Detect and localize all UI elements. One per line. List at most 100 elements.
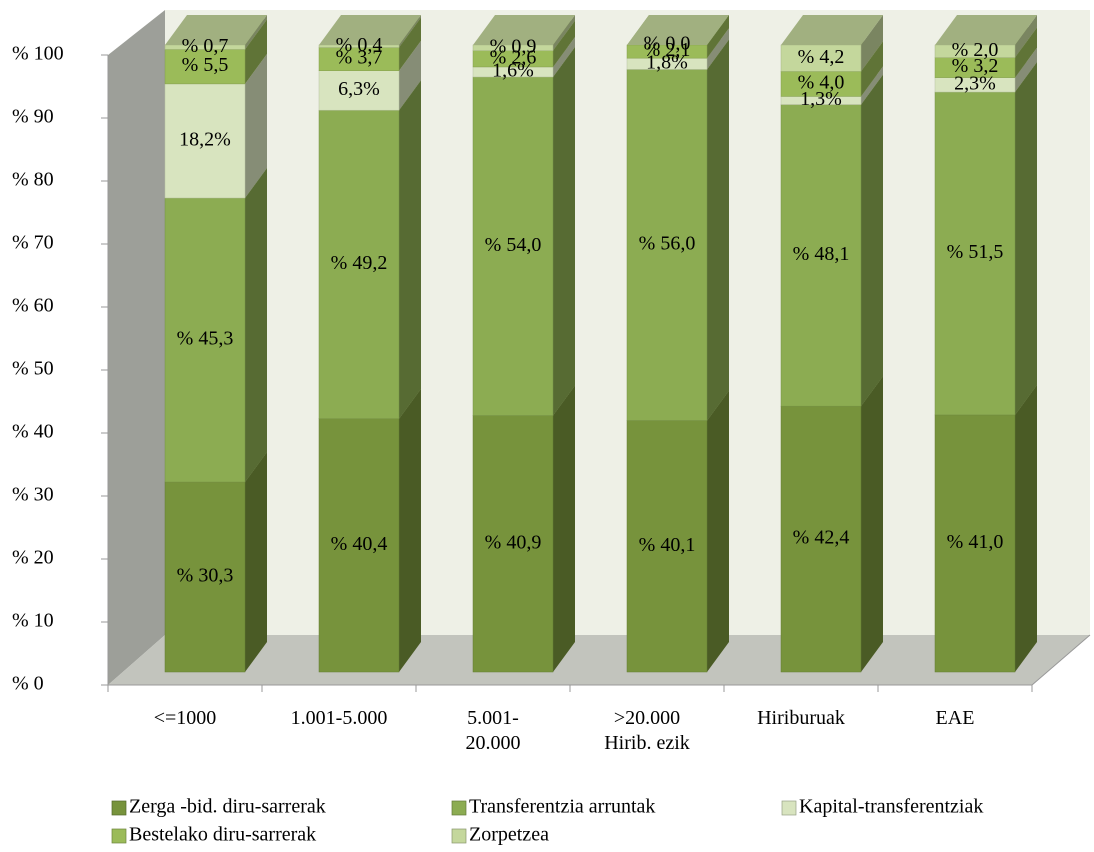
value-label: % 51,5 [947,241,1004,263]
value-label: 18,2% [179,129,231,151]
bar [626,420,708,673]
bar [780,405,862,673]
bar [472,415,554,673]
value-label: % 48,1 [793,243,850,265]
bar [164,83,246,199]
bar-side [399,17,421,71]
y-tick-label: % 100 [12,43,64,65]
legend-marker [451,800,467,816]
bar-side [861,66,883,105]
value-label: 1,6% [492,60,534,82]
bar-side [245,452,267,672]
value-label: % 3,7 [336,47,383,69]
y-tick-label: % 10 [12,610,54,632]
bar-top [165,15,267,45]
value-label: % 40,9 [485,531,542,553]
legend-marker [111,800,127,816]
y-tick-label: % 20 [12,547,54,569]
value-label: % 5,5 [182,54,229,76]
bar-side [553,15,575,51]
bar-top [319,15,421,45]
legend-marker [111,828,127,844]
bar-side [553,385,575,672]
value-label: % 56,0 [639,233,696,255]
bar-side [245,53,267,198]
value-label: % 3,2 [952,55,999,77]
bar [318,109,400,419]
legend-label: Zorpetzea [469,824,549,846]
bar-side [707,39,729,421]
legend-label: Kapital-transferentziak [799,796,983,818]
value-label: % 4,0 [798,71,845,93]
value-label: % 41,0 [947,531,1004,553]
bar-side [245,19,267,84]
bar-side [707,390,729,672]
value-label: % 0,7 [182,35,229,57]
legend-label: Transferentzia arruntak [469,796,655,818]
y-tick-label: % 30 [12,484,54,506]
bar-side [553,46,575,416]
value-label: % 2,1 [644,39,691,61]
legend-marker [451,828,467,844]
bar-top [627,15,729,45]
bar-side [245,15,267,50]
y-tick-label: % 50 [12,358,54,380]
legend-label: Bestelako diru-sarrerak [129,824,316,846]
bar-side [399,40,421,111]
bar-side [861,15,883,72]
y-tick-label: % 0 [12,673,44,695]
value-label: % 54,0 [485,234,542,256]
bar [318,418,400,673]
bar-top [781,15,883,45]
bar-side [861,74,883,407]
value-label: 2,3% [954,72,996,94]
value-label: 1,3% [800,88,842,110]
bar [318,70,400,111]
value-label: % 4,2 [798,46,845,68]
bar-side [399,388,421,672]
value-label: % 42,4 [793,527,850,549]
bar-top [935,15,1037,45]
bar-side [861,41,883,97]
bar-side [1015,15,1037,58]
value-label: % 2,6 [490,46,537,68]
bar-side [1015,47,1037,93]
value-label: 1,8% [646,51,688,73]
value-label: % 40,1 [639,534,696,556]
value-label: % 0,4 [336,34,383,56]
bar [934,91,1016,416]
bar [780,44,862,72]
bar-side [1015,384,1037,672]
legend-label: Zerga -bid. diru-sarrerak [129,796,326,818]
value-label: % 49,2 [331,252,388,274]
y-tick-label: % 80 [12,169,54,191]
bar-side [245,167,267,483]
x-tick-label: EAE [935,707,975,729]
bar-top [473,15,575,45]
bar-side [399,80,421,419]
y-tick-label: % 90 [12,106,54,128]
value-label: % 0,9 [490,35,537,57]
value-label: 6,3% [338,78,380,100]
y-tick-label: % 60 [12,295,54,317]
bar-side [707,28,729,70]
bar-side [1015,27,1037,78]
x-tick-label: >20.000 Hirib. ezik [604,707,690,754]
legend-marker [781,800,797,816]
value-label: % 2,0 [952,39,999,61]
bar-side [1015,62,1037,415]
x-tick-label: Hiriburuak [757,707,845,729]
side-wall [108,10,165,685]
value-label: % 30,3 [177,565,234,587]
bar [164,197,246,483]
bar [164,481,246,673]
x-tick-label: 5.001- 20.000 [465,707,521,754]
y-tick-label: % 70 [12,232,54,254]
x-tick-label: 1.001-5.000 [290,707,388,729]
bar-side [553,20,575,67]
bar-side [707,15,729,59]
value-label: % 0,0 [644,33,691,55]
bar [934,414,1016,673]
